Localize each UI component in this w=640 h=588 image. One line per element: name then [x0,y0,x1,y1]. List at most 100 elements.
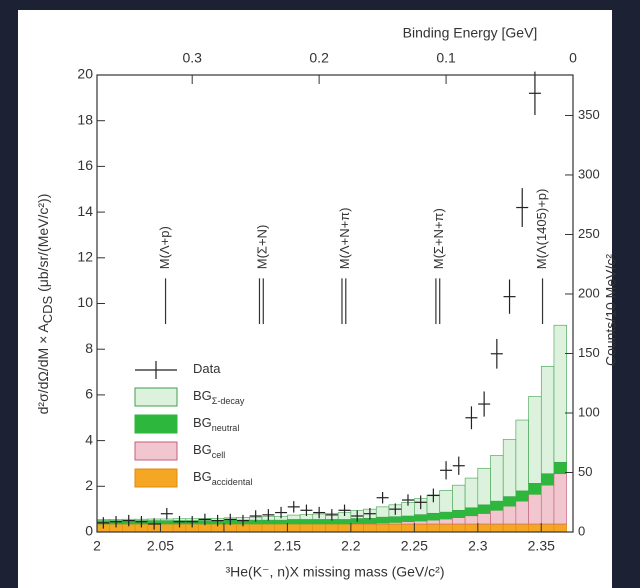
page: Binding Energy [GeV] ³He(K⁻, n)X missing… [0,0,640,588]
y-tick-label: 18 [77,111,93,127]
histogram-bar [452,518,465,524]
histogram-bar [554,474,567,524]
legend-name: BG [193,388,212,403]
histogram-bar [160,521,173,524]
histogram-bar [427,520,440,524]
x2-tick-label: 0.3 [182,50,202,66]
legend-name: BG [193,469,212,484]
legend-name: BG [193,415,212,430]
histogram-bar [313,519,326,524]
y-tick-label: 2 [85,477,93,493]
histogram-bar [503,524,516,532]
histogram-bar [160,524,173,532]
x-tick-label: 2 [93,538,101,554]
y-label-part: (μb/sr/(MeV/c²)) [35,194,51,296]
histogram-bar [287,519,300,524]
histogram-bar [452,510,465,517]
histogram-bar [402,522,415,524]
histogram-bar [440,519,453,524]
y-label-sub: CDS [40,295,55,323]
y2-tick-label: 50 [578,464,592,479]
histogram-bar [338,524,351,532]
legend-swatch [135,442,177,460]
histogram-bar [199,524,212,532]
histogram-bar [338,519,351,524]
histogram-bar [262,524,275,532]
histogram-bar [541,366,554,473]
y2-tick-label: 300 [578,166,600,181]
histogram-bar [478,468,491,505]
histogram-bar [516,491,529,501]
histogram-bar [490,524,503,532]
threshold-label: M(Σ+N+π) [431,208,446,269]
histogram-bar [440,512,453,519]
histogram-bar [224,524,237,532]
legend-sub: accidental [212,477,253,487]
threshold-label: M(Λ+p) [157,226,172,269]
histogram-bar [325,524,338,532]
x2-tick-label: 0.2 [309,50,329,66]
y2-tick-label: 0 [578,523,585,538]
y2-tick-label: 100 [578,404,600,419]
legend-label: Data [193,361,221,376]
y-tick-label: 12 [77,249,93,265]
histogram-bar [503,497,516,507]
histogram-bar [427,524,440,532]
threshold-label: M(Λ(1405)+p) [534,189,549,270]
histogram-bar [275,520,288,524]
histogram-bar [275,524,288,532]
histogram-bar [503,506,516,524]
legend-swatch [135,388,177,406]
y-tick-label: 6 [85,386,93,402]
legend-sub: cell [212,450,226,460]
histogram-bar [541,474,554,485]
histogram-bar [478,513,491,524]
histogram-bar [452,485,465,510]
y-tick-label: 14 [77,203,93,219]
histogram-bar [554,325,567,462]
x-tick-label: 2.35 [528,538,555,554]
histogram-bar [465,524,478,532]
histogram-bar [478,505,491,514]
histogram-bar [529,396,542,483]
histogram-bar [516,420,529,491]
x-tick-label: 2.25 [401,538,428,554]
y-tick-label: 0 [85,523,93,539]
legend-sub: neutral [212,423,240,433]
histogram-bar [287,515,300,519]
histogram-bar [287,524,300,532]
histogram-bar [490,455,503,501]
histogram-bar [364,524,377,532]
histogram-bar [440,524,453,532]
y2-tick-label: 350 [578,107,600,122]
x-tick-label: 2.05 [147,538,174,554]
x-axis-label: ³He(K⁻, n)X missing mass (GeV/c²) [226,564,445,580]
y2-tick-label: 250 [578,226,600,241]
legend-name: BG [193,442,212,457]
histogram-bar [478,524,491,532]
histogram-bar [414,524,427,532]
histogram-bar [402,524,415,532]
histogram-bar [376,524,389,532]
histogram-bar [490,501,503,510]
histogram-bar [376,517,389,523]
y-tick-label: 8 [85,340,93,356]
threshold-label: M(Σ+N) [255,225,270,270]
chart: Binding Energy [GeV] ³He(K⁻, n)X missing… [0,0,640,588]
histogram-bar [554,462,567,473]
histogram-bar [249,524,262,532]
x2-tick-label: 0.1 [436,50,456,66]
x2-tick-label: 0 [569,50,577,66]
histogram-bar [402,516,415,522]
y-tick-label: 20 [77,66,93,82]
histogram-bar [300,519,313,524]
histogram-bar [529,524,542,532]
histogram-bar [427,513,440,520]
x-tick-label: 2.3 [468,538,488,554]
histogram-bar [452,524,465,532]
histogram-bar [351,524,364,532]
histogram-bar [529,483,542,494]
legend-swatch [135,469,177,487]
histogram-bar [376,507,389,517]
histogram-bar [503,439,516,496]
